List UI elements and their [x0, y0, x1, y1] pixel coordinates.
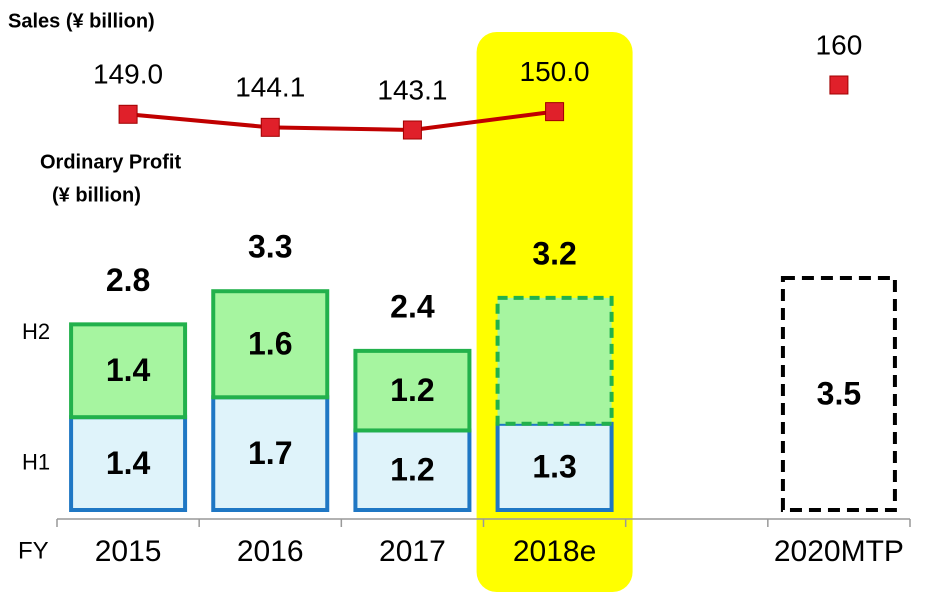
sales-title: Sales (¥ billion): [8, 10, 155, 32]
total-label: 3.2: [532, 235, 576, 271]
bar-value-label: 1.4: [106, 352, 151, 388]
sales-value-label: 149.0: [93, 59, 163, 90]
bar-value-label: 1.7: [248, 435, 292, 471]
sales-value-label: 143.1: [377, 74, 447, 105]
bar-segment: [353, 428, 472, 512]
sales-marker: [829, 75, 849, 95]
legend-label: H2: [22, 319, 50, 344]
sales-marker: [545, 102, 565, 122]
total-label: 2.8: [106, 262, 150, 298]
bar-value-label: 1.6: [248, 326, 292, 362]
bar-segment: [211, 289, 330, 400]
bar-segment: [495, 295, 614, 426]
x-tick-label: 2020MTP: [774, 535, 904, 568]
sales-marker: [402, 120, 422, 140]
total-label: 3.3: [248, 229, 292, 265]
bar-value-label: 1.4: [106, 445, 151, 481]
sales-value-label: 160: [816, 29, 863, 60]
sales-marker: [260, 117, 280, 137]
bar-segment: [211, 395, 330, 513]
bar-value-label: 1.3: [532, 448, 576, 484]
bar-segment: [353, 348, 472, 433]
legend-label: H1: [22, 449, 50, 474]
bar-segment: [69, 322, 188, 420]
x-axis-label: FY: [18, 537, 49, 564]
x-tick-label: 2015: [95, 535, 162, 568]
bar-value-label: 1.2: [390, 372, 434, 408]
profit-subtitle: (¥ billion): [52, 184, 141, 206]
sales-value-label: 144.1: [235, 72, 305, 103]
sales-value-label: 150.0: [520, 56, 590, 87]
sales-marker: [118, 104, 138, 124]
x-tick-label: 2016: [237, 535, 304, 568]
bar-value-label: 1.2: [390, 452, 434, 488]
x-tick-label: 2017: [379, 535, 446, 568]
profit-title: Ordinary Profit: [40, 151, 181, 173]
target-label: 3.5: [817, 375, 861, 411]
total-label: 2.4: [390, 288, 435, 324]
bar-segment: [495, 421, 614, 512]
target-box: [780, 275, 897, 513]
x-tick-label: 2018e: [513, 535, 596, 568]
